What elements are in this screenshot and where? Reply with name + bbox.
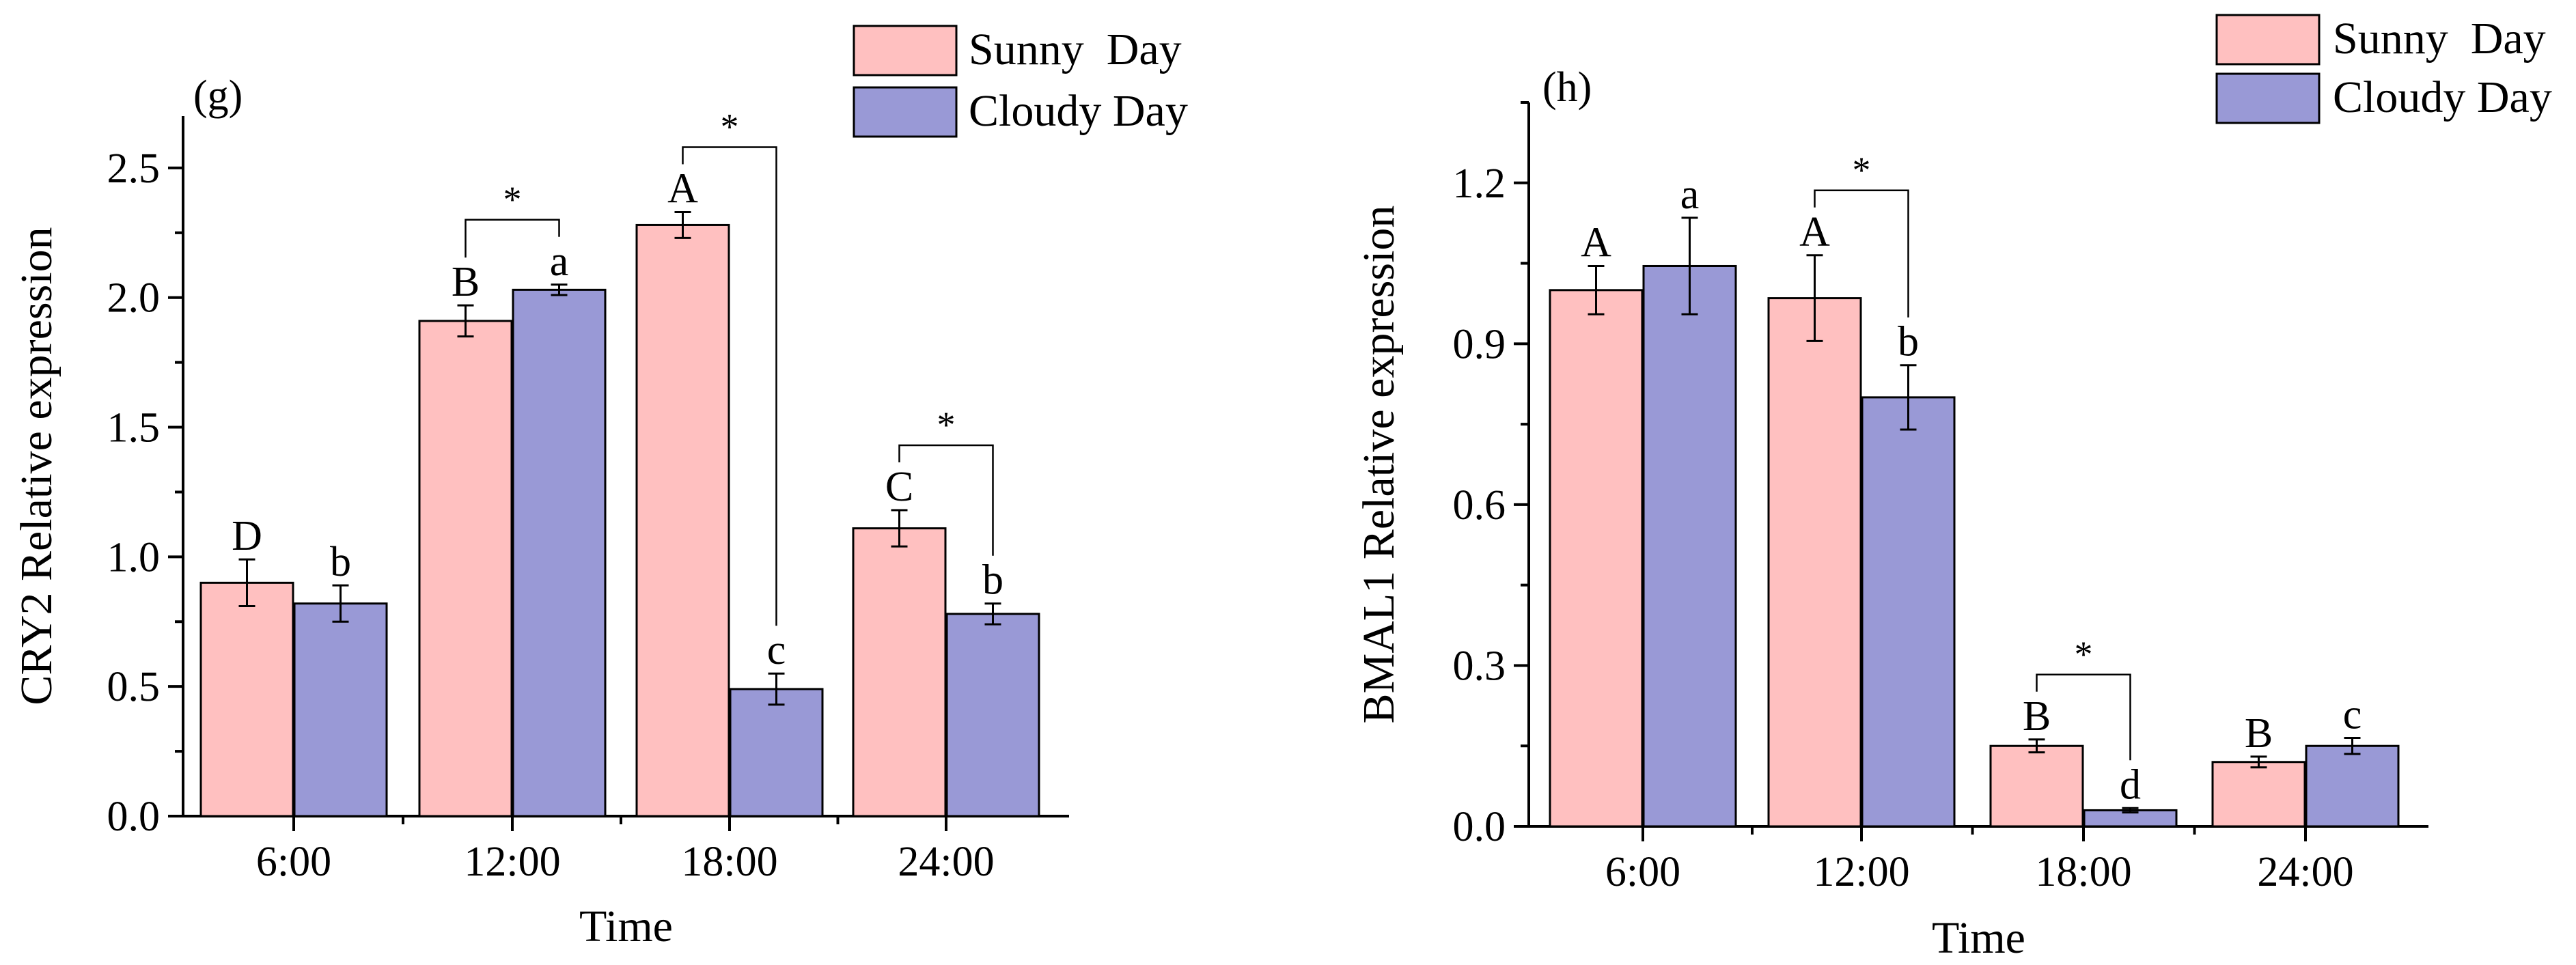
y-tick-label: 0.6 — [1453, 482, 1506, 529]
bar-cloudy — [293, 602, 388, 817]
significance-star: * — [937, 404, 956, 445]
x-tick-label: 12:00 — [464, 839, 560, 885]
bar-cloudy — [2305, 744, 2400, 828]
panel-h-chart: 0.0 0.3 0.6 0.9 1.2 6:00 12:00 18:00 24:00 Time BM… — [1354, 14, 2552, 963]
significance-bracket — [465, 219, 560, 258]
significance-bracket — [2036, 673, 2131, 761]
bar-sunny — [635, 223, 730, 817]
significance-bracket — [682, 146, 777, 626]
x-tick-label: 24:00 — [898, 839, 994, 885]
x-tick-label: 18:00 — [2035, 849, 2131, 895]
significance-star: * — [2075, 634, 2093, 675]
x-tick-label: 6:00 — [1605, 849, 1680, 895]
bar-sunny — [418, 320, 513, 817]
bar-sunny — [1767, 297, 1862, 828]
y-tick-label: 1.5 — [107, 405, 161, 451]
y-tick-label: 0.3 — [1453, 643, 1506, 689]
x-axis-title: Time — [1932, 913, 2025, 963]
legend-label-cloudy: Cloudy Day — [2333, 72, 2552, 122]
bar-sunny — [1549, 289, 1644, 828]
significance-letter: b — [982, 557, 1003, 604]
x-tick-label: 18:00 — [681, 839, 777, 885]
significance-letter: b — [330, 539, 351, 585]
y-tick-label: 0.0 — [1453, 804, 1506, 850]
significance-letter: B — [2023, 693, 2051, 740]
bar-cloudy — [1861, 396, 1956, 828]
significance-letter: D — [232, 513, 262, 559]
legend-swatch-sunny — [853, 25, 958, 76]
bar-sunny — [2211, 761, 2306, 828]
y-tick-label: 0.0 — [107, 794, 161, 840]
y-tick-label: 1.2 — [1453, 160, 1506, 207]
significance-letter: C — [885, 464, 913, 510]
legend-label-cloudy: Cloudy Day — [969, 86, 1188, 136]
legend-label-sunny: Sunny Day — [969, 25, 1182, 74]
y-tick-label: 2.0 — [107, 275, 161, 322]
significance-letter: A — [1799, 209, 1830, 255]
y-tick-label: 2.5 — [107, 145, 161, 192]
significance-star: * — [721, 106, 739, 147]
bar-cloudy — [512, 288, 607, 817]
significance-bracket — [898, 444, 994, 556]
bar-cloudy — [945, 613, 1040, 817]
y-tick-label: 0.5 — [107, 664, 161, 710]
legend-swatch-sunny — [2215, 14, 2321, 66]
significance-letter: a — [1680, 171, 1700, 218]
significance-letter: b — [1898, 319, 1919, 365]
bar-sunny — [199, 581, 294, 817]
x-tick-label: 12:00 — [1813, 849, 1909, 895]
panel-label: (g) — [193, 72, 243, 119]
legend-swatch-cloudy — [2215, 72, 2321, 124]
x-tick-label: 24:00 — [2257, 849, 2353, 895]
y-tick-label: 1.0 — [107, 534, 161, 581]
significance-letter: c — [2343, 691, 2362, 738]
y-axis-title: BMAL1 Relative expression — [1354, 206, 1404, 724]
x-tick-label: 6:00 — [256, 839, 331, 885]
significance-letter: d — [2120, 761, 2141, 808]
bar-sunny — [1989, 744, 2084, 828]
significance-bracket — [1814, 189, 1909, 318]
legend-swatch-cloudy — [853, 86, 958, 138]
bar-cloudy — [729, 688, 824, 817]
y-axis-title: CRY2 Relative expression — [12, 227, 61, 705]
significance-letter: B — [2245, 710, 2273, 757]
panel-g-chart: 0.0 0.5 1.0 1.5 2.0 2.5 6:00 12:00 18:00 24:00 Tim… — [12, 25, 1188, 951]
panel-label: (h) — [1542, 64, 1592, 111]
significance-letter: A — [1581, 219, 1611, 266]
bar-sunny — [852, 527, 947, 817]
significance-star: * — [503, 179, 522, 220]
significance-letter: A — [667, 165, 698, 212]
significance-letter: B — [452, 259, 480, 305]
y-tick-label: 0.9 — [1453, 321, 1506, 367]
significance-letter: c — [767, 627, 786, 673]
x-axis-title: Time — [579, 901, 673, 951]
bar-cloudy — [1642, 264, 1737, 828]
legend-label-sunny: Sunny Day — [2333, 14, 2546, 64]
significance-star: * — [1853, 150, 1871, 191]
significance-letter: a — [550, 238, 569, 285]
